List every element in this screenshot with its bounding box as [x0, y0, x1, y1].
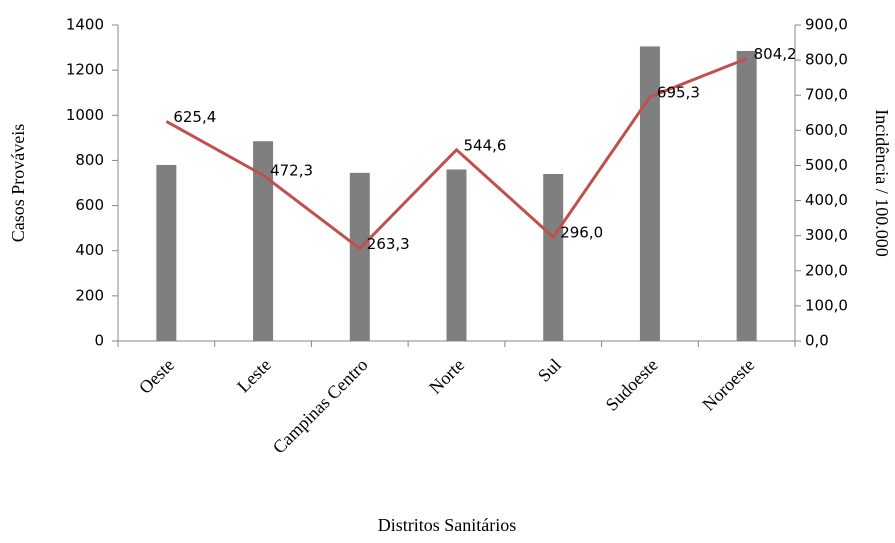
- bar: [253, 141, 274, 341]
- y-tick-label: 0: [94, 332, 104, 350]
- y2-tick-label: 600,0: [805, 121, 848, 139]
- y-tick-label: 400: [75, 241, 104, 259]
- y-tick-label: 200: [75, 286, 104, 304]
- y2-tick-label: 300,0: [805, 226, 848, 244]
- y-tick-label: 800: [75, 151, 104, 169]
- x-tick-label: Oeste: [135, 355, 178, 398]
- x-tick-label: Sudoeste: [602, 355, 662, 415]
- x-tick-label: Noroeste: [698, 355, 758, 415]
- y-axis-title: Casos Prováveis: [8, 124, 28, 243]
- y-tick-label: 1200: [66, 61, 104, 79]
- y2-axis-title: Incidência / 100.000: [872, 109, 892, 256]
- y2-tick-label: 800,0: [805, 51, 848, 69]
- bar: [156, 164, 177, 341]
- y2-tick-label: 500,0: [805, 156, 848, 174]
- data-label: 804,2: [754, 45, 797, 63]
- y-tick-label: 1400: [66, 16, 104, 34]
- y-tick-label: 600: [75, 196, 104, 214]
- data-label: 625,4: [173, 108, 216, 126]
- y2-tick-label: 200,0: [805, 261, 848, 279]
- bar: [349, 172, 370, 341]
- x-tick-label: Campinas Centro: [269, 355, 372, 458]
- y-tick-label: 1000: [66, 106, 104, 124]
- data-label: 296,0: [560, 224, 603, 242]
- bar: [543, 173, 564, 341]
- x-axis-title: Distritos Sanitários: [378, 515, 517, 535]
- bar: [736, 50, 757, 341]
- y2-tick-label: 400,0: [805, 191, 848, 209]
- bar: [639, 46, 660, 341]
- y2-tick-label: 900,0: [805, 16, 848, 34]
- y2-tick-label: 0,0: [805, 332, 829, 350]
- bar: [446, 169, 467, 341]
- x-tick-label: Leste: [233, 355, 275, 397]
- y2-tick-label: 700,0: [805, 86, 848, 104]
- x-tick-label: Norte: [425, 355, 468, 398]
- y2-tick-label: 100,0: [805, 296, 848, 314]
- data-label: 472,3: [270, 162, 313, 180]
- data-label: 263,3: [367, 235, 410, 253]
- line: [165, 57, 748, 251]
- x-tick-label: Sul: [534, 355, 565, 386]
- data-label: 695,3: [657, 83, 700, 101]
- data-label: 544,6: [464, 136, 507, 154]
